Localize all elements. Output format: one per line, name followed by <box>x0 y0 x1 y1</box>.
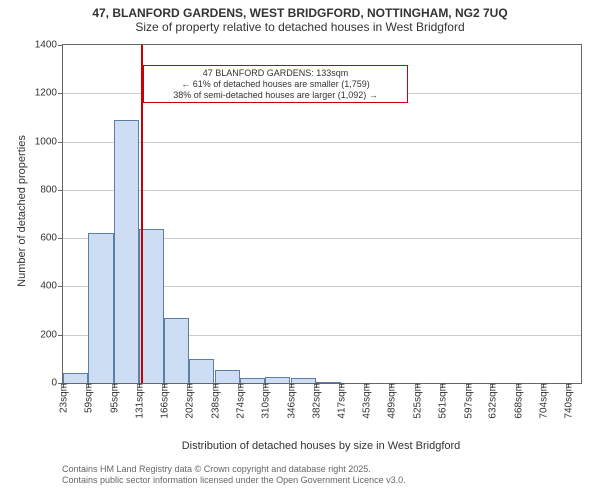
credits-line2: Contains public sector information licen… <box>62 475 406 486</box>
x-tick-label: 417sqm <box>334 383 347 419</box>
y-tick-label: 400 <box>40 281 63 292</box>
chart-container: 47, BLANFORD GARDENS, WEST BRIDGFORD, NO… <box>0 0 600 500</box>
y-axis-label: Number of detached properties <box>16 111 28 311</box>
y-tick-label: 600 <box>40 233 63 244</box>
x-tick-label: 202sqm <box>183 383 196 419</box>
histogram-bar <box>63 373 88 383</box>
x-tick-label: 59sqm <box>82 383 95 413</box>
x-tick-label: 740sqm <box>562 383 575 419</box>
x-tick-label: 274sqm <box>233 383 246 419</box>
x-axis-label: Distribution of detached houses by size … <box>62 440 580 452</box>
annotation-line: 47 BLANFORD GARDENS: 133sqm <box>148 68 403 79</box>
x-tick-label: 597sqm <box>461 383 474 419</box>
chart-title-line1: 47, BLANFORD GARDENS, WEST BRIDGFORD, NO… <box>0 0 600 20</box>
annotation-box: 47 BLANFORD GARDENS: 133sqm← 61% of deta… <box>143 65 408 103</box>
histogram-bar <box>215 370 240 383</box>
x-tick-label: 561sqm <box>436 383 449 419</box>
x-tick-label: 23sqm <box>57 383 70 413</box>
chart-title-line2: Size of property relative to detached ho… <box>0 20 600 34</box>
histogram-bar <box>164 318 189 383</box>
x-tick-label: 346sqm <box>284 383 297 419</box>
histogram-bar <box>189 359 214 383</box>
credits: Contains HM Land Registry data © Crown c… <box>62 464 406 487</box>
x-tick-label: 166sqm <box>157 383 170 419</box>
histogram-bar <box>114 120 139 383</box>
x-tick-label: 382sqm <box>310 383 323 419</box>
y-tick-label: 1400 <box>35 40 63 51</box>
annotation-line: ← 61% of detached houses are smaller (1,… <box>148 79 403 90</box>
x-tick-label: 489sqm <box>385 383 398 419</box>
x-tick-label: 238sqm <box>208 383 221 419</box>
histogram-bar <box>88 233 113 383</box>
x-tick-label: 668sqm <box>511 383 524 419</box>
x-tick-label: 704sqm <box>536 383 549 419</box>
y-tick-label: 1000 <box>35 136 63 147</box>
x-tick-label: 525sqm <box>410 383 423 419</box>
x-tick-label: 632sqm <box>486 383 499 419</box>
y-tick-label: 800 <box>40 184 63 195</box>
y-tick-label: 1200 <box>35 88 63 99</box>
annotation-line: 38% of semi-detached houses are larger (… <box>148 90 403 101</box>
x-tick-label: 310sqm <box>259 383 272 419</box>
plot-area: 020040060080010001200140023sqm59sqm95sqm… <box>62 44 582 384</box>
x-tick-label: 95sqm <box>107 383 120 413</box>
x-tick-label: 453sqm <box>360 383 373 419</box>
histogram-bar <box>139 229 164 384</box>
y-tick-label: 200 <box>40 329 63 340</box>
credits-line1: Contains HM Land Registry data © Crown c… <box>62 464 406 475</box>
x-tick-label: 131sqm <box>133 383 146 419</box>
